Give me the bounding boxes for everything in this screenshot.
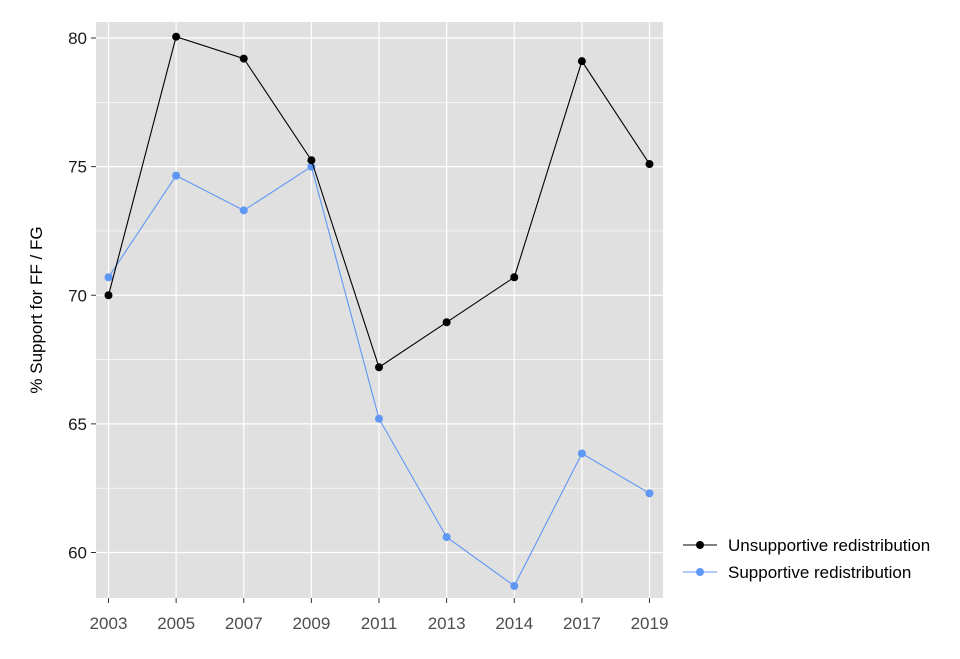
x-tick-label: 2003 — [90, 614, 128, 633]
data-point — [577, 449, 586, 458]
data-point — [104, 291, 113, 300]
data-point — [375, 414, 383, 423]
data-point — [645, 160, 654, 169]
data-point — [172, 171, 181, 180]
x-tick-label: 2009 — [292, 614, 330, 633]
y-axis: 60 65 70 75 80 — [68, 29, 96, 563]
series-layer — [104, 32, 654, 590]
data-point — [577, 57, 586, 66]
x-tick-label: 2019 — [631, 614, 669, 633]
legend: Unsupportive redistribution Supportive re… — [683, 536, 930, 582]
y-tick-label: 70 — [68, 286, 87, 305]
data-point — [239, 54, 248, 63]
y-tick-label: 60 — [68, 544, 87, 563]
y-tick-label: 65 — [68, 415, 87, 434]
y-tick-label: 80 — [68, 29, 87, 48]
x-tick-label: 2014 — [495, 614, 533, 633]
legend-label: Supportive redistribution — [728, 563, 911, 582]
legend-label: Unsupportive redistribution — [728, 536, 930, 555]
y-tick-label: 75 — [68, 158, 87, 177]
legend-marker — [696, 568, 704, 576]
legend-item: Unsupportive redistribution — [683, 536, 930, 555]
data-point — [172, 32, 181, 41]
x-tick-label: 2013 — [428, 614, 466, 633]
legend-marker — [696, 541, 704, 549]
data-point — [510, 273, 519, 282]
data-point — [442, 533, 451, 542]
series-1 — [104, 162, 654, 590]
legend-item: Supportive redistribution — [683, 563, 911, 582]
grid-lines — [96, 22, 663, 598]
y-axis-title: % Support for FF / FG — [27, 226, 46, 393]
data-point — [375, 363, 383, 372]
data-point — [307, 156, 316, 165]
x-tick-label: 2007 — [225, 614, 263, 633]
data-point — [510, 581, 519, 590]
data-point — [442, 318, 451, 327]
data-point — [104, 273, 113, 282]
series-0 — [104, 32, 654, 372]
data-point — [645, 489, 654, 498]
x-axis: 2003 2005 2007 2009 2011 2013 2014 2017 2019 — [90, 598, 669, 633]
x-tick-label: 2005 — [157, 614, 195, 633]
x-tick-label: 2017 — [563, 614, 601, 633]
x-tick-label: 2011 — [361, 614, 398, 633]
data-point — [239, 206, 248, 215]
